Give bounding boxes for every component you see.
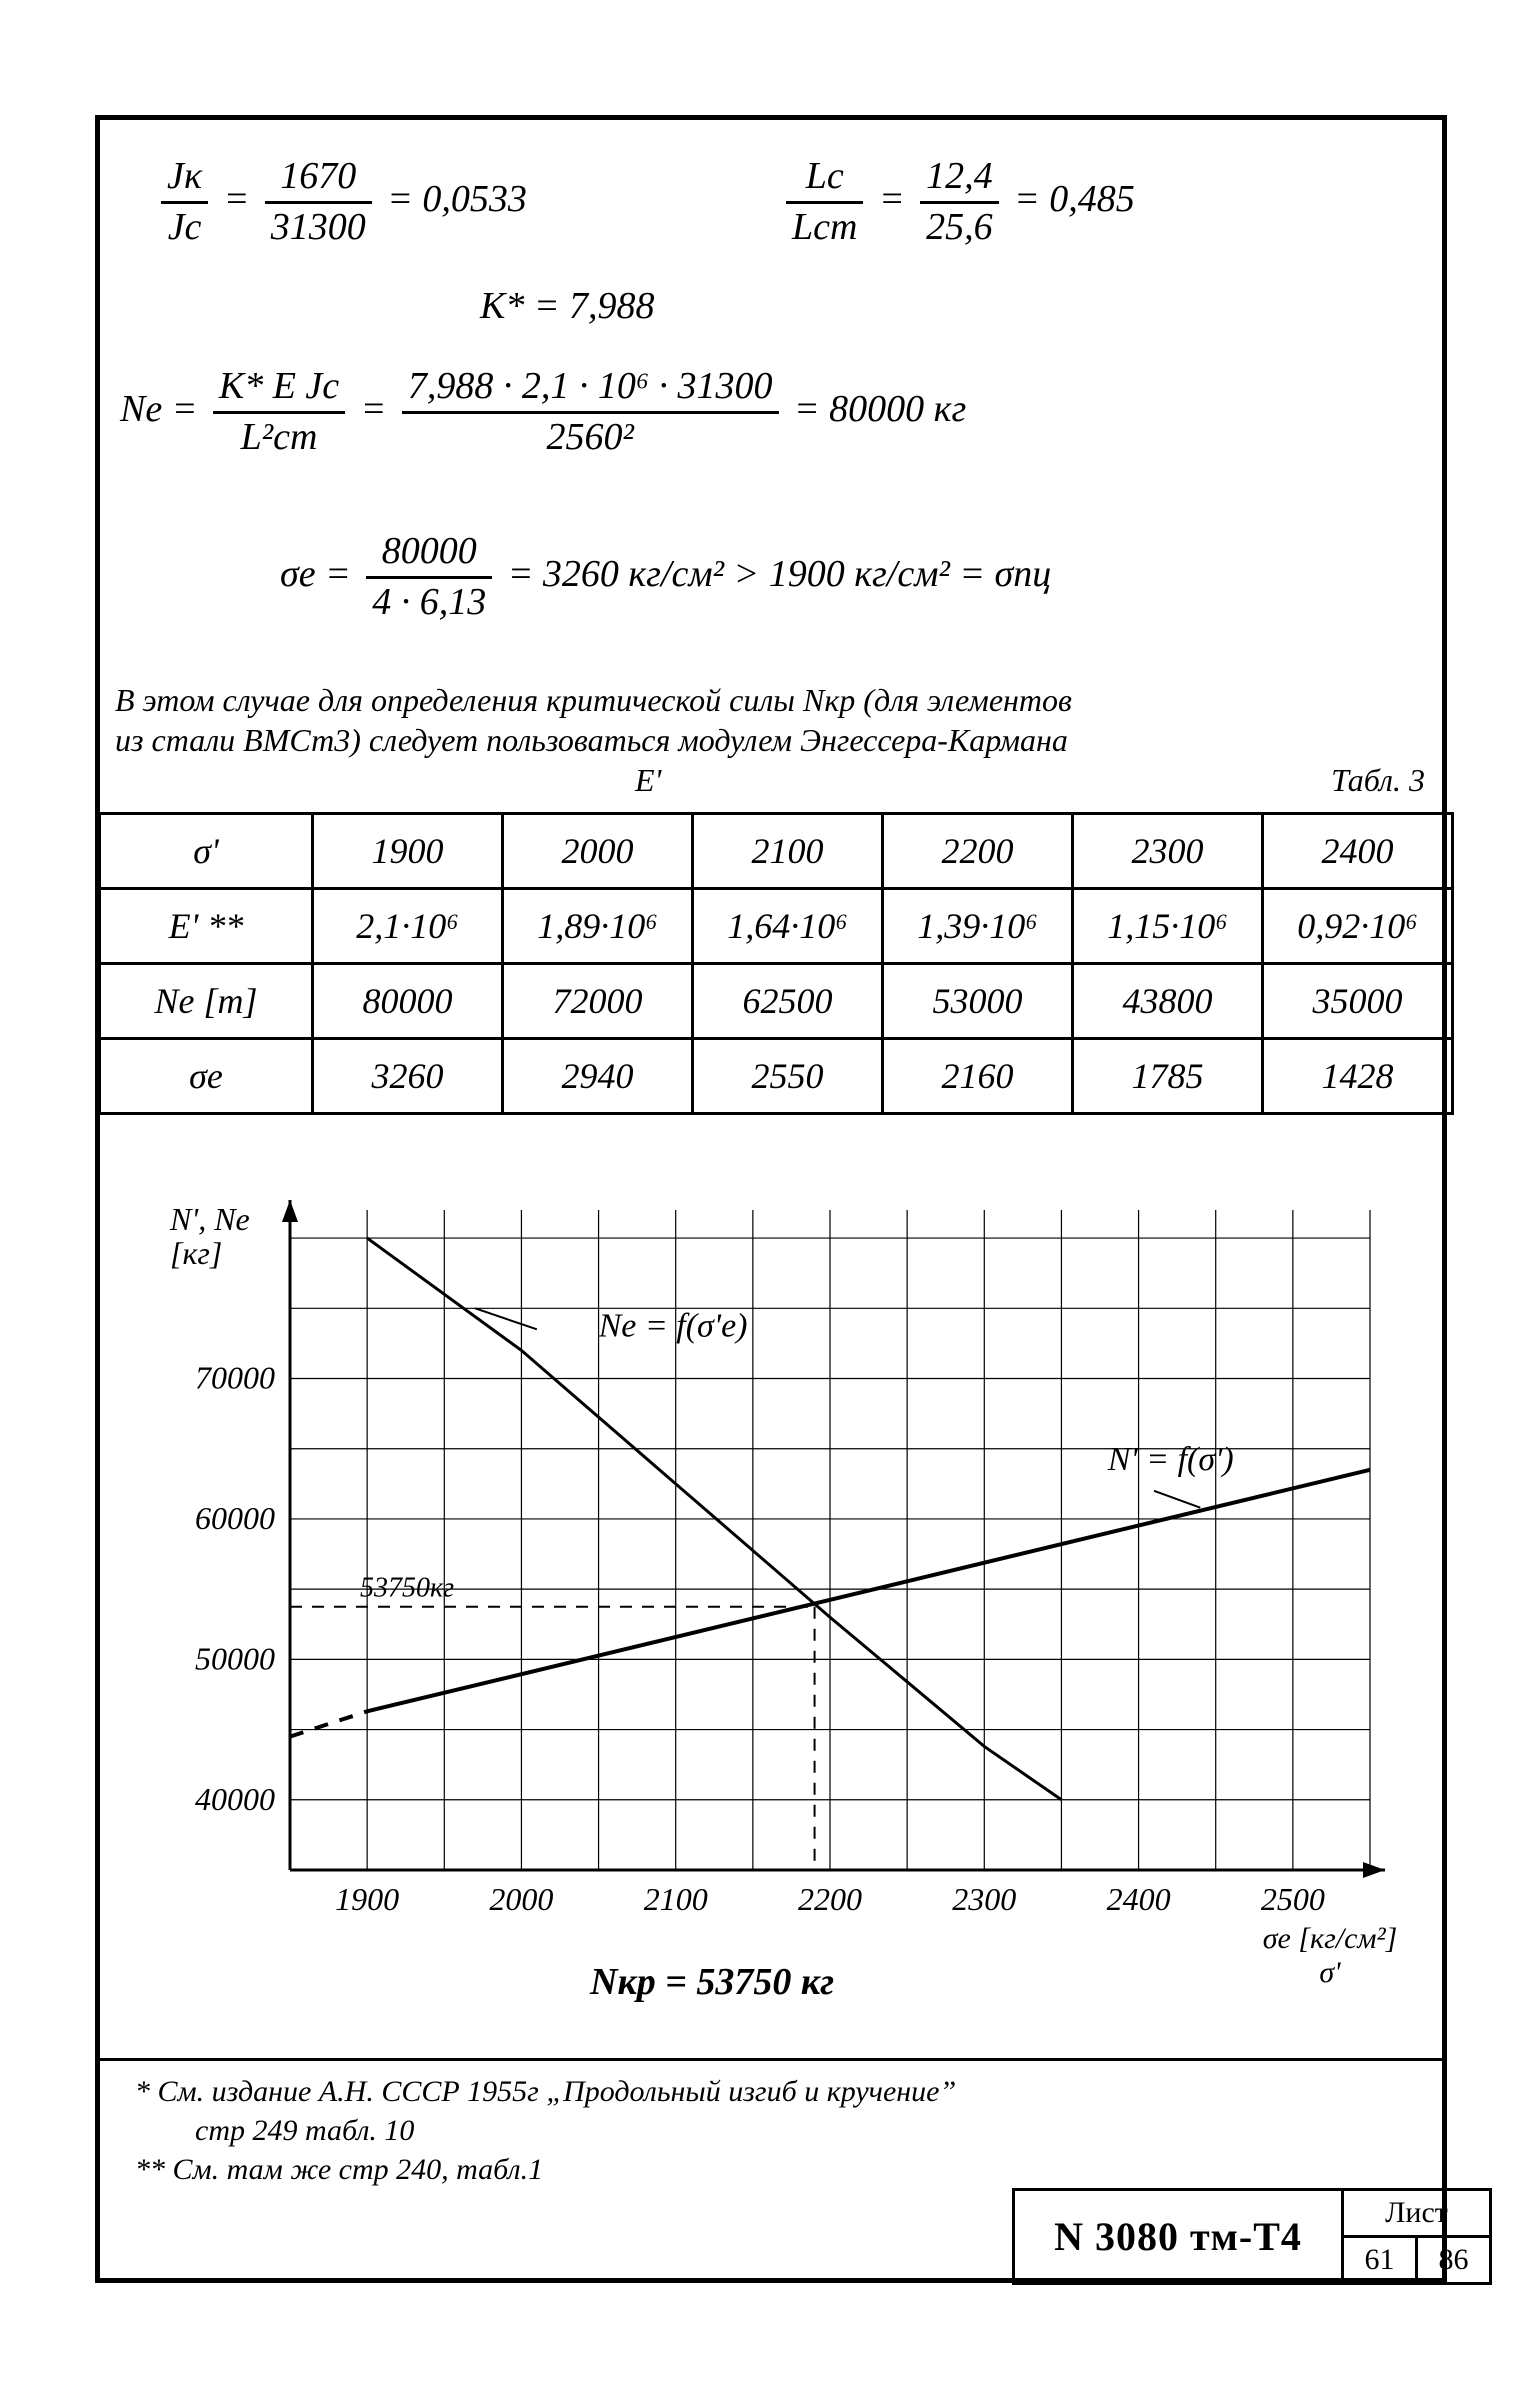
ne-frac2-den: 2560² xyxy=(402,414,779,460)
table-cell: 1428 xyxy=(1263,1039,1453,1114)
table-row-header: σ' xyxy=(100,814,313,889)
table-cell: 2400 xyxy=(1263,814,1453,889)
ne-res: = 80000 кг xyxy=(794,388,966,430)
note-line1: В этом случае для определения критическо… xyxy=(115,680,1425,720)
table-cell: 2940 xyxy=(503,1039,693,1114)
table-cell: 2200 xyxy=(883,814,1073,889)
svg-text:70000: 70000 xyxy=(195,1360,275,1396)
ne-frac1-den: L²ст xyxy=(213,414,345,460)
sheet-number: 61 xyxy=(1343,2237,1417,2284)
svg-text:2000: 2000 xyxy=(489,1881,553,1917)
svg-text:40000: 40000 xyxy=(195,1781,275,1817)
svg-text:2500: 2500 xyxy=(1261,1881,1325,1917)
note-e-prime: E' xyxy=(635,760,661,800)
table-row-header: σe xyxy=(100,1039,313,1114)
footnote-1b: стр 249 табл. 10 xyxy=(135,2111,1415,2150)
chart-result-nkr: Nкр = 53750 кг xyxy=(590,1960,834,2004)
svg-text:2200: 2200 xyxy=(798,1881,862,1917)
title-block: N 3080 тм-Т4 Лист 61 86 xyxy=(1012,2188,1492,2285)
f1-res: = 0,0533 xyxy=(387,178,527,220)
table-cell: 1,89·10⁶ xyxy=(503,889,693,964)
table-cell: 53000 xyxy=(883,964,1073,1039)
note-tabl3: Табл. 3 xyxy=(1331,760,1425,800)
doc-number: N 3080 тм-Т4 xyxy=(1014,2190,1343,2284)
table-cell: 72000 xyxy=(503,964,693,1039)
table-cell: 2300 xyxy=(1073,814,1263,889)
table-cell: 35000 xyxy=(1263,964,1453,1039)
f1-lhs-num: Jκ xyxy=(161,155,208,204)
svg-text:N', Ne: N', Ne xyxy=(169,1201,250,1237)
svg-text:50000: 50000 xyxy=(195,1640,275,1676)
eq-sigma-e: σe = 80000 4 · 6,13 = 3260 кг/см² > 1900… xyxy=(280,530,1051,624)
footnote-1a: * См. издание А.Н. СССР 1955г „Продольны… xyxy=(135,2072,1415,2111)
page: Jκ Jc = 1670 31300 = 0,0533 Lc Lст = 12,… xyxy=(0,0,1535,2401)
table-cell: 43800 xyxy=(1073,964,1263,1039)
svg-text:60000: 60000 xyxy=(195,1500,275,1536)
table-cell: 1,39·10⁶ xyxy=(883,889,1073,964)
f2-res: = 0,485 xyxy=(1014,178,1135,220)
ne-lhs: Ne = xyxy=(120,388,197,430)
sigma-lhs: σe = xyxy=(280,553,351,595)
table-3: σ'190020002100220023002400E' **2,1·10⁶1,… xyxy=(98,812,1454,1115)
table-cell: 2550 xyxy=(693,1039,883,1114)
table-cell: 1900 xyxy=(313,814,503,889)
svg-text:σe [кг/см²]: σe [кг/см²] xyxy=(1263,1922,1398,1955)
svg-text:1900: 1900 xyxy=(335,1881,399,1917)
ne-frac1-num: K* E Jc xyxy=(213,365,345,414)
chart: 40000 50000 60000 70000 1900 2000 2100 2200 2300… xyxy=(150,1170,1410,2015)
table-row-header: Ne [т] xyxy=(100,964,313,1039)
svg-text:53750кг: 53750кг xyxy=(360,1573,454,1604)
f2-mid-num: 12,4 xyxy=(920,155,999,204)
footnote-2: ** См. там же стр 240, табл.1 xyxy=(135,2150,1415,2189)
svg-text:σ': σ' xyxy=(1319,1956,1341,1989)
table-row-header: E' ** xyxy=(100,889,313,964)
f1-mid-den: 31300 xyxy=(265,204,372,250)
sheet-label: Лист xyxy=(1343,2190,1491,2237)
f2-lhs-num: Lc xyxy=(786,155,863,204)
ne-eq1: = xyxy=(361,388,387,430)
table-cell: 80000 xyxy=(313,964,503,1039)
f1-mid-num: 1670 xyxy=(265,155,372,204)
footnote-divider xyxy=(98,2058,1444,2061)
svg-text:2100: 2100 xyxy=(644,1881,708,1917)
eq-jk-jc: Jκ Jc = 1670 31300 = 0,0533 xyxy=(155,155,527,249)
svg-text:2400: 2400 xyxy=(1107,1881,1171,1917)
eq-ne: Ne = K* E Jc L²ст = 7,988 · 2,1 · 10⁶ · … xyxy=(120,365,966,459)
svg-text:[кг]: [кг] xyxy=(170,1235,222,1271)
note-line2: из стали ВМСт3) следует пользоваться мод… xyxy=(115,720,1425,760)
note-block: В этом случае для определения критическо… xyxy=(115,680,1425,796)
table-cell: 3260 xyxy=(313,1039,503,1114)
table-cell: 0,92·10⁶ xyxy=(1263,889,1453,964)
eq-lc-lct: Lc Lст = 12,4 25,6 = 0,485 xyxy=(780,155,1135,249)
sigma-num: 80000 xyxy=(366,530,492,579)
f2-lhs-den: Lст xyxy=(786,204,863,250)
eq-k: K* = 7,988 xyxy=(480,285,655,329)
chart-svg: 40000 50000 60000 70000 1900 2000 2100 2200 2300… xyxy=(150,1170,1410,2010)
table-cell: 1,64·10⁶ xyxy=(693,889,883,964)
svg-text:2300: 2300 xyxy=(952,1881,1016,1917)
table-cell: 1785 xyxy=(1073,1039,1263,1114)
ne-frac2-num: 7,988 · 2,1 · 10⁶ · 31300 xyxy=(402,365,779,414)
sigma-res: = 3260 кг/см² > 1900 кг/см² = σпц xyxy=(508,553,1052,595)
table-cell: 62500 xyxy=(693,964,883,1039)
table-cell: 2100 xyxy=(693,814,883,889)
table-cell: 2160 xyxy=(883,1039,1073,1114)
footnotes: * См. издание А.Н. СССР 1955г „Продольны… xyxy=(135,2072,1415,2189)
svg-text:N' = f(σ'): N' = f(σ') xyxy=(1107,1441,1234,1478)
f1-lhs-den: Jc xyxy=(161,204,208,250)
table-cell: 2000 xyxy=(503,814,693,889)
table-cell: 2,1·10⁶ xyxy=(313,889,503,964)
sigma-den: 4 · 6,13 xyxy=(366,579,492,625)
table-cell: 1,15·10⁶ xyxy=(1073,889,1263,964)
sheet-total: 86 xyxy=(1417,2237,1491,2284)
svg-text:Ne = f(σ'e): Ne = f(σ'e) xyxy=(598,1307,748,1344)
f2-mid-den: 25,6 xyxy=(920,204,999,250)
